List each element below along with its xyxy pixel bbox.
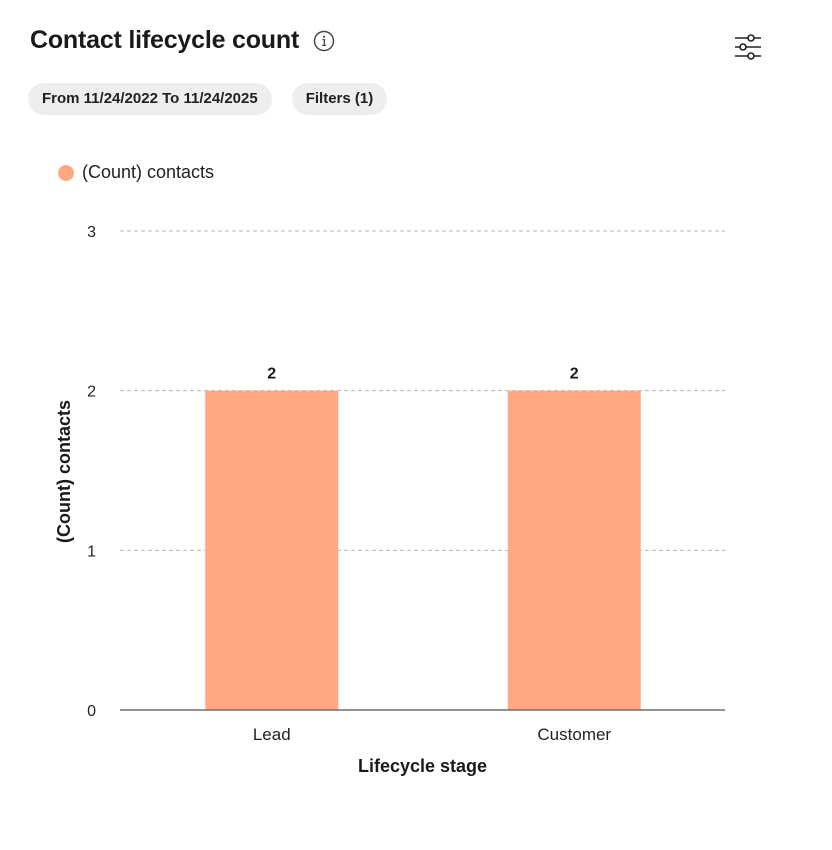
x-axis-title: Lifecycle stage (358, 756, 487, 776)
filter-bar: From 11/24/2022 To 11/24/2025 Filters (1… (28, 83, 388, 115)
chart-title: Contact lifecycle count (30, 26, 300, 54)
date-range-filter[interactable]: From 11/24/2022 To 11/24/2025 (28, 83, 272, 115)
x-tick-label: Customer (537, 725, 611, 744)
y-tick-label: 3 (87, 224, 96, 241)
x-tick-label: Lead (253, 725, 291, 744)
y-tick-label: 2 (87, 384, 96, 401)
chart-header: Contact lifecycle count (30, 26, 335, 55)
legend-swatch (58, 164, 74, 181)
bar[interactable] (507, 390, 641, 710)
legend-label: (Count) contacts (82, 162, 215, 182)
bar[interactable] (205, 390, 339, 710)
data-label: 2 (267, 366, 276, 383)
y-tick-label: 1 (87, 543, 96, 560)
info-icon[interactable] (313, 30, 335, 52)
y-axis-title: (Count) contacts (54, 400, 74, 543)
y-tick-label: 0 (87, 703, 96, 720)
filters-button[interactable]: Filters (1) (291, 83, 388, 115)
sliders-icon[interactable] (734, 34, 762, 60)
data-label: 2 (570, 366, 579, 383)
chart-legend: (Count) contacts (58, 162, 214, 183)
